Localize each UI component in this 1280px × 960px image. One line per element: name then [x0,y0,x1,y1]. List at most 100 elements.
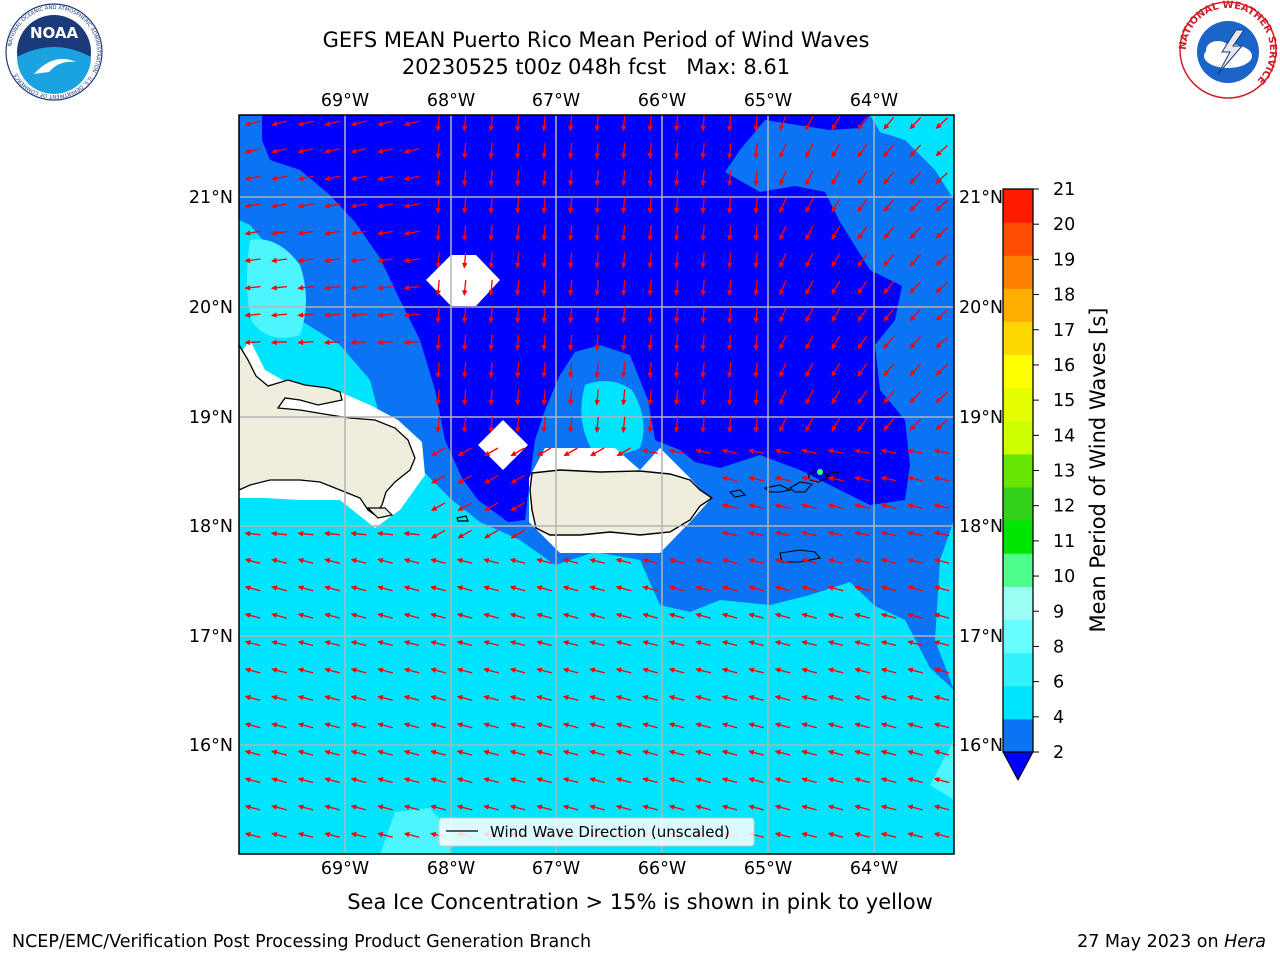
lat-label-left: 18°N [189,517,233,537]
wind-wave-arrow-head [779,398,785,405]
wind-wave-arrow-head [674,399,680,406]
wind-wave-arrow-head [642,804,649,810]
wind-wave-arrow-head [456,722,463,728]
wind-wave-arrow-head [621,180,627,187]
wind-wave-arrow-head [484,533,491,539]
wind-wave-arrow-head [647,235,653,242]
wind-wave-arrow-head [935,232,942,239]
wind-wave-arrow-head [594,235,600,242]
wind-wave-arrow-head [244,832,251,838]
wind-wave-arrow-head [748,695,755,701]
wind-wave-arrow-head [753,290,759,297]
wind-wave-arrow-head [324,121,331,127]
wind-wave-arrow-head [748,448,755,454]
wind-wave-arrow-head [462,344,468,351]
colorbar-band [1003,718,1033,753]
wind-wave-arrow-head [403,722,410,728]
wind-wave-arrow-head [779,426,785,433]
wind-wave-arrow-head [244,585,251,591]
wind-wave-arrow-head [695,448,702,454]
wind-wave-arrow-head [753,153,759,160]
wind-wave-arrow-head [562,585,569,591]
wind-wave-arrow-head [403,257,410,264]
wind-wave-arrow-head [748,640,755,646]
wind-wave-arrow-head [431,533,438,539]
wind-wave-arrow-head [431,451,438,457]
wind-wave-arrow-head [854,640,861,646]
wind-wave-arrow-head [933,777,940,783]
no-data-mask [426,255,500,306]
wind-wave-arrow-head [515,207,521,214]
wind-wave-arrow-head [615,612,622,618]
wind-wave-arrow-head [647,372,653,379]
wind-wave-arrow-head [594,125,600,132]
wind-wave-arrow-head [270,312,277,318]
wind-wave-arrow-head [589,749,596,755]
wind-wave-arrow-head [935,260,942,266]
wind-wave-arrow-head [727,180,733,187]
wind-wave-arrow-head [909,397,916,404]
wind-wave-arrow-head [509,695,516,701]
wind-wave-arrow-head [721,722,728,728]
wind-wave-arrow-head [462,317,468,324]
wind-wave-arrow-head [748,585,755,591]
wind-wave-arrow-head [270,285,277,291]
colorbar-band [1003,321,1033,356]
wind-wave-arrow-head [244,203,251,209]
wind-wave-arrow-head [801,530,808,536]
wind-wave-arrow-head [621,235,627,242]
lon-label-bottom: 66°W [638,859,686,879]
wind-wave-arrow-head [854,804,861,810]
wind-wave-arrow-head [827,777,834,783]
sea-ice-note: Sea Ice Concentration > 15% is shown in … [347,890,933,914]
wind-wave-arrow-head [615,749,622,755]
wind-wave-arrow-head [271,777,278,783]
wind-wave-arrow-head [456,585,463,591]
wind-wave-arrow-head [431,505,438,511]
wind-wave-arrow-head [562,722,569,728]
wind-wave-arrow-head [933,722,940,728]
wind-wave-arrow-head [907,475,914,482]
wind-wave-arrow-head [350,695,357,701]
wind-wave-arrow-head [748,612,755,618]
colorbar-band [1003,255,1033,289]
wind-wave-arrow-head [594,344,600,351]
wind-wave-arrow-head [668,695,675,701]
wind-wave-arrow-head [589,804,596,810]
wind-wave-arrow-head [350,667,357,673]
wind-wave-arrow-head [801,667,808,673]
wind-wave-arrow-head [430,558,437,564]
wind-wave-arrow-head [430,612,437,618]
wind-wave-arrow-head [779,179,785,186]
wind-wave-arrow-head [350,121,357,127]
wind-wave-arrow-head [779,234,785,241]
wind-wave-arrow-head [621,290,627,297]
wind-wave-arrow-head [727,235,733,242]
wind-wave-arrow-head [831,261,837,268]
wind-wave-arrow-head [935,123,942,129]
chart-title: GEFS MEAN Puerto Rico Mean Period of Win… [322,28,870,52]
wind-wave-arrow-head [403,667,410,673]
wind-wave-arrow-head [621,262,627,269]
wind-wave-arrow-head [907,503,914,509]
wind-wave-arrow-head [857,315,863,322]
wind-wave-arrow-head [805,179,811,186]
wind-wave-arrow-head [827,804,834,810]
noaa-logo: NATIONAL OCEANIC AND ATMOSPHERIC ADMINIS… [5,3,103,101]
wind-wave-arrow-head [727,153,733,160]
wind-wave-arrow-head [674,125,680,132]
wind-wave-arrow-head [801,777,808,783]
wind-wave-arrow-head [668,749,675,755]
wind-wave-arrow-head [484,505,491,511]
wind-wave-arrow-head [909,370,916,376]
wind-wave-arrow-head [568,399,574,406]
wind-wave-arrow-head [515,427,521,434]
wind-wave-arrow-head [536,695,543,701]
wind-wave-arrow-head [827,722,834,728]
wind-wave-arrow-head [515,235,521,242]
wind-wave-arrow-head [435,427,441,434]
wind-wave-arrow-head [615,777,622,783]
wind-wave-arrow-head [909,287,916,294]
wind-wave-arrow-head [324,804,331,810]
wind-wave-arrow-head [435,207,441,214]
